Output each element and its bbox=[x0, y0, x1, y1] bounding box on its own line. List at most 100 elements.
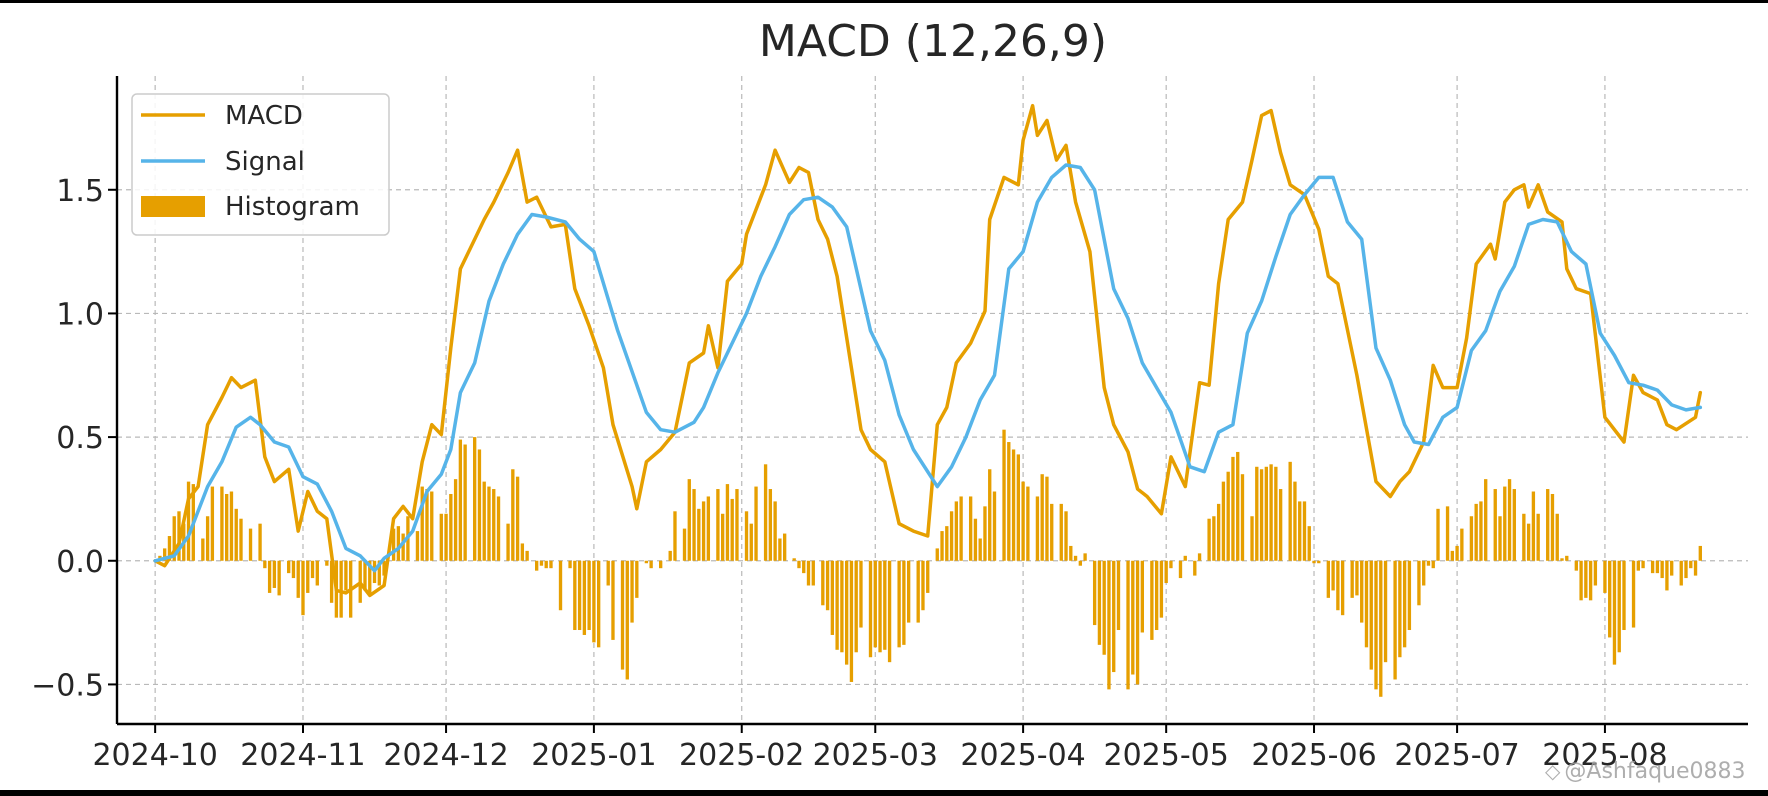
histogram-bar bbox=[1546, 489, 1550, 561]
histogram-bar bbox=[887, 560, 892, 663]
histogram-bar bbox=[978, 538, 982, 561]
histogram-bar bbox=[525, 550, 529, 561]
histogram-bar bbox=[1159, 560, 1164, 618]
histogram-bar bbox=[1331, 560, 1335, 591]
histogram-bar bbox=[167, 536, 172, 561]
histogram-bar bbox=[792, 558, 796, 561]
histogram-bar bbox=[1436, 508, 1440, 561]
histogram-bar bbox=[768, 489, 773, 561]
histogram-bar bbox=[1183, 555, 1187, 561]
histogram-bar bbox=[1679, 560, 1683, 586]
histogram-bar bbox=[272, 560, 277, 588]
legend-signal-label: Signal bbox=[225, 147, 305, 177]
histogram-bar bbox=[1059, 503, 1063, 561]
histogram-bar bbox=[1417, 560, 1421, 606]
histogram-bar bbox=[1131, 560, 1135, 675]
histogram-bar bbox=[1469, 516, 1474, 561]
histogram-bar bbox=[897, 560, 901, 648]
histogram-bar bbox=[1302, 501, 1307, 561]
diamond-logo-icon: ◇ bbox=[1545, 759, 1561, 783]
histogram-bar bbox=[1617, 560, 1621, 653]
histogram-bar bbox=[1026, 486, 1030, 561]
histogram-bar bbox=[954, 501, 959, 561]
histogram-bar bbox=[1507, 479, 1512, 561]
histogram-bar bbox=[630, 560, 634, 623]
histogram-bar bbox=[1402, 560, 1407, 648]
histogram-bar bbox=[859, 560, 863, 628]
histogram-bar bbox=[577, 560, 582, 631]
macd-chart: −0.5 0.0 0.5 1.0 1.5 2024-10 2024-11 2024-12 202… bbox=[31, 16, 1748, 773]
histogram-bar bbox=[1550, 493, 1555, 561]
x-tick-label: 2025-06 bbox=[1251, 738, 1376, 773]
histogram-bar bbox=[1216, 503, 1221, 561]
axes bbox=[108, 76, 1748, 733]
x-tick-label: 2025-02 bbox=[679, 738, 804, 773]
histogram-bar bbox=[1317, 560, 1321, 564]
histogram-bar bbox=[854, 560, 858, 653]
histogram-bar bbox=[1531, 491, 1536, 561]
histogram-bar bbox=[1092, 560, 1097, 626]
histogram-bar bbox=[287, 560, 291, 574]
histogram-bar bbox=[225, 493, 229, 561]
histogram-bar bbox=[234, 508, 238, 561]
histogram-bar bbox=[744, 511, 749, 561]
histogram-bar bbox=[458, 439, 463, 561]
histogram-bar bbox=[382, 560, 386, 576]
histogram-bar bbox=[849, 560, 854, 682]
histogram-bar bbox=[220, 486, 224, 561]
histogram-bar bbox=[773, 501, 777, 561]
y-tick-label: 1.5 bbox=[56, 174, 104, 209]
histogram-bar bbox=[1526, 523, 1531, 561]
x-tick-label: 2025-01 bbox=[531, 738, 656, 773]
histogram-bar bbox=[1407, 560, 1412, 631]
histogram-bar bbox=[1689, 560, 1693, 569]
histogram-bar bbox=[1207, 518, 1211, 561]
histogram-bar bbox=[229, 491, 234, 561]
histogram-bar bbox=[544, 560, 548, 569]
histogram-bar bbox=[1560, 558, 1564, 561]
histogram-bar bbox=[1693, 560, 1698, 576]
y-tick-label: 1.0 bbox=[56, 297, 104, 332]
histogram-bar bbox=[692, 489, 696, 561]
x-tick-label: 2024-12 bbox=[383, 738, 508, 773]
histogram-bar bbox=[649, 560, 653, 569]
histogram-bar bbox=[1298, 501, 1302, 561]
histogram-bar bbox=[1355, 560, 1359, 596]
histogram-bar bbox=[1226, 471, 1230, 561]
histogram-bar bbox=[315, 560, 319, 586]
histogram-bar bbox=[1073, 555, 1078, 561]
histogram-bar bbox=[673, 511, 677, 561]
histogram-bar bbox=[1350, 560, 1354, 598]
histogram-bar bbox=[1259, 469, 1264, 561]
histogram-bar bbox=[163, 548, 167, 561]
histogram-bar bbox=[921, 560, 925, 611]
histogram-bar bbox=[797, 560, 801, 569]
histogram-bar bbox=[1135, 560, 1140, 685]
histogram-bar bbox=[473, 437, 477, 561]
histogram-bar bbox=[802, 560, 806, 574]
histogram-bar bbox=[1379, 560, 1383, 697]
x-tick-label: 2024-10 bbox=[92, 738, 217, 773]
histogram-bar bbox=[1536, 513, 1540, 561]
histogram-bar bbox=[277, 560, 281, 596]
histogram-bar bbox=[988, 469, 992, 561]
histogram-bar bbox=[611, 560, 615, 640]
histogram-bar bbox=[1493, 489, 1497, 561]
histogram-bar bbox=[1011, 449, 1016, 561]
histogram-bar bbox=[1636, 560, 1640, 571]
histogram-bar bbox=[449, 493, 453, 561]
histogram-bar bbox=[210, 486, 215, 561]
chart-title: MACD (12,26,9) bbox=[759, 16, 1107, 67]
x-tick-label: 2025-04 bbox=[960, 738, 1085, 773]
watermark-text: @Ashfaque0883 bbox=[1564, 759, 1746, 784]
histogram-bar bbox=[425, 489, 429, 561]
histogram-bar bbox=[396, 526, 401, 561]
histogram-bar bbox=[992, 491, 997, 561]
legend-macd-label: MACD bbox=[225, 101, 303, 131]
histogram-bar bbox=[453, 479, 458, 561]
x-tick-label: 2025-08 bbox=[1542, 738, 1667, 773]
histogram-bar bbox=[1684, 560, 1688, 579]
histogram-bar bbox=[1045, 476, 1049, 561]
histogram-bar bbox=[1307, 526, 1311, 561]
